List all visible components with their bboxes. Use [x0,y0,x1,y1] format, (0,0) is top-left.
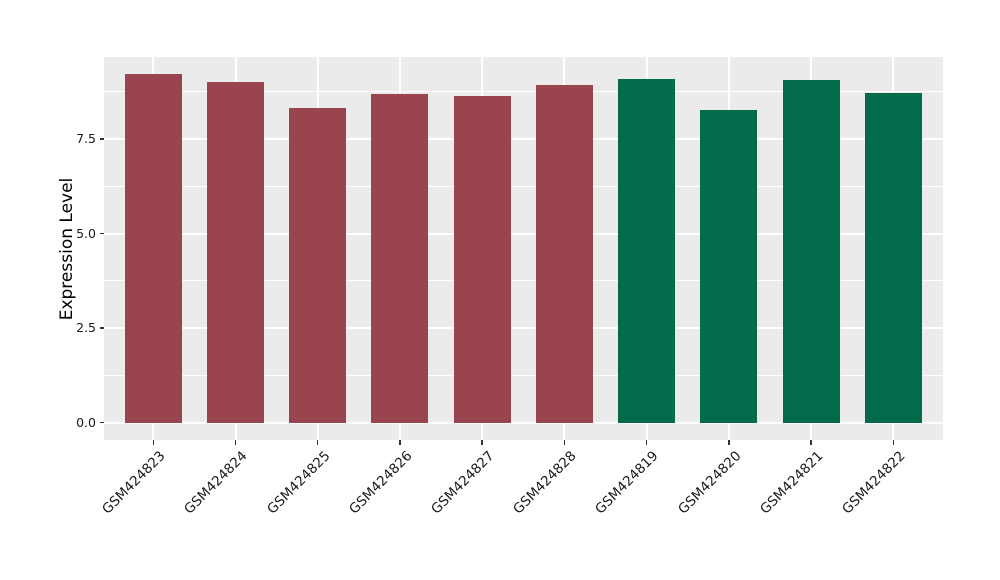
x-tick-mark [892,440,895,445]
bar-GSM424825 [289,108,347,423]
x-tick-label: GSM424824 [181,448,251,518]
bar-GSM424824 [207,81,265,423]
bar-GSM424820 [700,109,758,423]
x-tick-label: GSM424819 [592,448,662,518]
y-axis-title: Expression Level [57,177,77,320]
bar-GSM424822 [864,93,922,423]
y-tick-label: 5.0 [76,225,96,241]
x-tick-mark [563,440,566,445]
x-tick-label: GSM424821 [756,448,827,518]
gridline-horizontal-minor [104,280,943,282]
x-tick-mark [399,440,401,445]
x-tick-label: GSM424827 [428,448,498,518]
bar-GSM424823 [124,74,182,423]
bar-GSM424821 [782,80,840,423]
y-tick-mark [99,232,104,235]
x-tick-mark [810,440,812,445]
gridline-horizontal-minor [104,91,943,93]
gridline-horizontal-major [104,232,943,235]
y-tick-mark [99,327,104,329]
y-tick-label: 2.5 [76,320,96,336]
x-tick-mark [481,440,483,445]
x-tick-mark [234,440,237,445]
y-tick-mark [99,421,104,424]
gridline-horizontal-major [104,138,943,141]
y-tick-mark [99,138,104,140]
gridline-horizontal-minor [104,374,943,376]
bar-GSM424827 [453,95,511,423]
x-tick-label: GSM424826 [345,448,416,518]
x-tick-mark [645,440,648,445]
y-tick-label: 0.0 [76,414,96,430]
bar-GSM424826 [371,94,429,423]
x-tick-label: GSM424820 [674,448,745,518]
x-tick-label: GSM424825 [263,448,334,518]
x-tick-mark [316,440,319,445]
x-tick-label: GSM424828 [510,448,580,518]
gridline-horizontal-minor [104,185,943,187]
x-tick-label: GSM424823 [99,448,169,518]
x-tick-mark [152,440,155,445]
gridline-horizontal-major [104,421,943,424]
x-tick-label: GSM424822 [839,448,909,518]
bar-GSM424819 [618,78,676,423]
gridline-horizontal-major [104,327,943,330]
y-tick-label: 7.5 [76,131,96,147]
bar-GSM424828 [535,84,593,423]
x-tick-mark [728,440,730,445]
